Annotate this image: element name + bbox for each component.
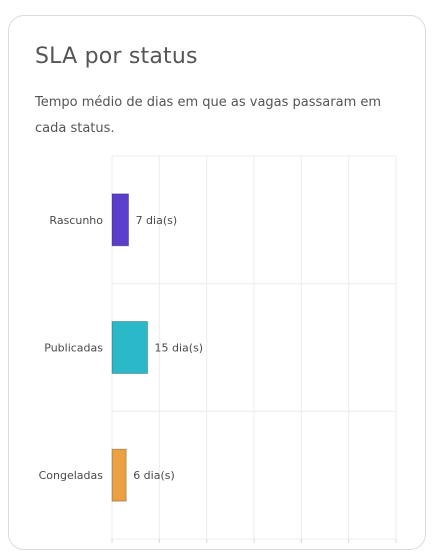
value-label: 15 dia(s)	[155, 342, 204, 355]
bar	[111, 193, 130, 247]
card-subtitle: Tempo médio de dias em que as vagas pass…	[35, 95, 382, 136]
category-label: Rascunho	[49, 214, 103, 227]
bar	[111, 448, 127, 502]
card-title: SLA por status	[35, 44, 198, 69]
value-label: 7 dia(s)	[136, 214, 178, 227]
sla-card: SLA por status Tempo médio de dias em qu…	[8, 15, 426, 550]
bar	[111, 321, 148, 374]
category-label: Congeladas	[39, 469, 104, 482]
value-label: 6 dia(s)	[133, 469, 175, 482]
category-label: Publicadas	[44, 342, 103, 355]
